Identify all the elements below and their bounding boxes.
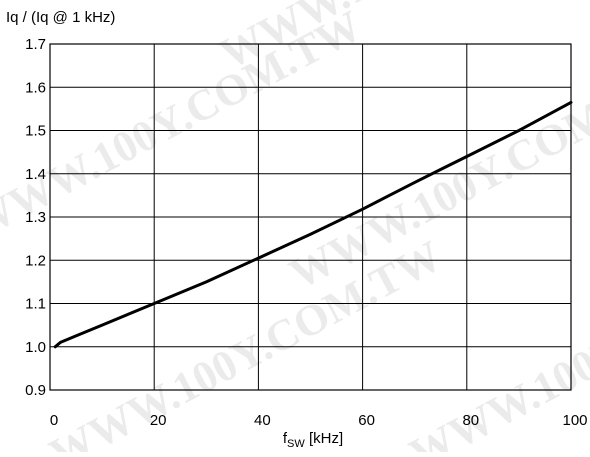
x-tick-label: 100 <box>562 412 587 429</box>
series-line <box>53 100 573 349</box>
x-tick-label: 0 <box>50 412 58 429</box>
watermark-text-b: WWW.100Y.COM.TW <box>0 1 369 249</box>
y-tick-label: 1.0 <box>25 339 46 356</box>
x-axis-label-unit: [kHz] <box>305 430 343 447</box>
y-tick-label: 1.3 <box>25 209 46 226</box>
x-tick-label: 60 <box>358 412 375 429</box>
x-tick-label: 20 <box>150 412 167 429</box>
plot-frame <box>49 43 572 391</box>
x-axis-label-main: f <box>283 430 288 447</box>
tick-labels: 0.9 1.0 1.1 1.2 1.3 1.4 1.5 1.6 1.7 0 20 40 60 80 100 <box>25 36 587 429</box>
y-tick-label: 1.1 <box>25 296 46 313</box>
y-tick-label: 1.6 <box>25 79 46 96</box>
series <box>53 100 573 349</box>
y-tick-label: 0.9 <box>25 382 46 399</box>
y-axis-label: Iq / (Iq @ 1 kHz) <box>6 9 115 26</box>
y-tick-label: 1.7 <box>25 36 46 53</box>
x-axis-label-subscript: SW <box>287 438 305 450</box>
x-tick-label: 40 <box>254 412 271 429</box>
y-tick-label: 1.5 <box>25 123 46 140</box>
x-tick-label: 80 <box>462 412 479 429</box>
x-axis-label: fSW [kHz] <box>283 430 343 450</box>
y-tick-label: 1.4 <box>25 166 46 183</box>
y-tick-label: 1.2 <box>25 252 46 269</box>
